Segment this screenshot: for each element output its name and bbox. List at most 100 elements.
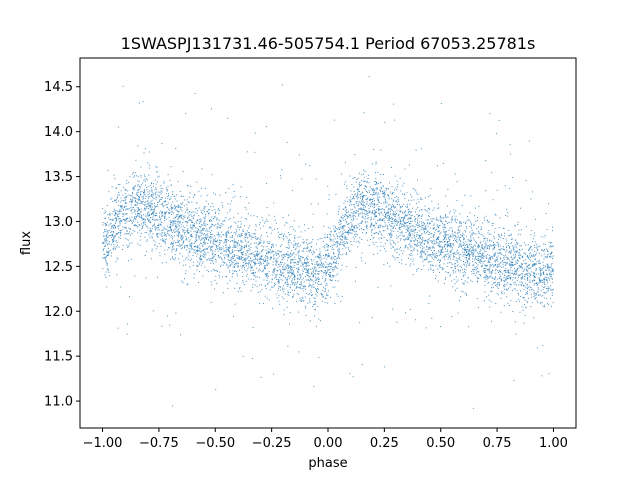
- data-point: [204, 188, 206, 190]
- data-point: [537, 287, 539, 289]
- data-point: [459, 245, 461, 247]
- data-point: [434, 240, 436, 242]
- data-point: [374, 227, 376, 229]
- data-point: [173, 208, 175, 210]
- data-point: [202, 245, 204, 247]
- data-point: [488, 270, 490, 272]
- data-point: [135, 159, 137, 161]
- data-point: [131, 196, 133, 198]
- data-point: [191, 233, 193, 235]
- data-point: [126, 230, 128, 232]
- data-point: [438, 251, 440, 253]
- data-point: [146, 232, 148, 234]
- data-point: [108, 252, 110, 254]
- data-point: [522, 270, 524, 272]
- data-point: [159, 200, 161, 202]
- data-point: [136, 192, 138, 194]
- data-point: [519, 254, 521, 256]
- data-point: [444, 258, 446, 260]
- data-point: [278, 264, 280, 266]
- data-point: [284, 277, 286, 279]
- data-point: [477, 281, 479, 283]
- data-point: [213, 240, 215, 242]
- data-point: [322, 246, 324, 248]
- data-point: [131, 209, 133, 211]
- data-point: [337, 295, 339, 297]
- data-point: [172, 238, 174, 240]
- data-point: [433, 253, 435, 255]
- data-point: [250, 264, 252, 266]
- data-point: [391, 239, 393, 241]
- data-point: [533, 272, 535, 274]
- data-point: [266, 235, 268, 237]
- data-point: [226, 235, 228, 237]
- data-point: [383, 264, 385, 266]
- data-point: [423, 223, 425, 225]
- data-point: [263, 225, 265, 227]
- data-point: [475, 262, 477, 264]
- data-point: [344, 162, 346, 164]
- data-point: [161, 197, 163, 199]
- data-point: [250, 290, 252, 292]
- data-point: [410, 249, 412, 251]
- data-point: [406, 203, 408, 205]
- data-point: [521, 306, 523, 308]
- data-point: [462, 235, 464, 237]
- data-point: [456, 260, 458, 262]
- data-point: [204, 241, 206, 243]
- data-point: [386, 205, 388, 207]
- data-point: [300, 282, 302, 284]
- data-point: [109, 214, 111, 216]
- data-point: [199, 220, 201, 222]
- data-point: [440, 102, 442, 104]
- data-point: [548, 203, 550, 205]
- data-point: [524, 262, 526, 264]
- data-point: [199, 236, 201, 238]
- data-point: [434, 255, 436, 257]
- data-point: [429, 194, 431, 196]
- data-point: [481, 265, 483, 267]
- data-point: [432, 251, 433, 253]
- data-point: [302, 288, 304, 290]
- data-point: [458, 270, 459, 272]
- data-point: [313, 259, 315, 261]
- data-point: [368, 199, 370, 201]
- data-point: [115, 235, 117, 237]
- data-point: [338, 227, 340, 229]
- data-point: [438, 230, 440, 232]
- data-point: [543, 280, 545, 282]
- data-point: [444, 215, 446, 217]
- data-point: [446, 250, 448, 252]
- data-point: [429, 240, 431, 242]
- data-point: [324, 233, 326, 235]
- data-point: [409, 242, 411, 244]
- data-point: [465, 257, 467, 259]
- data-point: [147, 186, 149, 188]
- data-point: [363, 169, 365, 171]
- data-point: [461, 290, 463, 292]
- data-point: [198, 238, 200, 240]
- data-point: [172, 223, 174, 225]
- data-point: [532, 254, 534, 256]
- data-point: [343, 241, 345, 243]
- data-point: [538, 252, 540, 254]
- data-point: [303, 242, 305, 244]
- data-point: [132, 206, 134, 208]
- data-point: [186, 209, 188, 211]
- data-point: [309, 278, 311, 280]
- data-point: [442, 162, 444, 164]
- data-point: [263, 242, 265, 244]
- data-point: [489, 272, 491, 274]
- data-point: [212, 252, 214, 254]
- data-point: [214, 235, 216, 237]
- data-point: [300, 231, 302, 233]
- data-point: [337, 228, 339, 230]
- data-point: [177, 213, 179, 215]
- data-point: [460, 222, 462, 224]
- data-point: [233, 266, 235, 268]
- data-point: [218, 210, 220, 212]
- data-point: [289, 226, 291, 228]
- data-point: [520, 207, 522, 209]
- data-point: [153, 213, 155, 215]
